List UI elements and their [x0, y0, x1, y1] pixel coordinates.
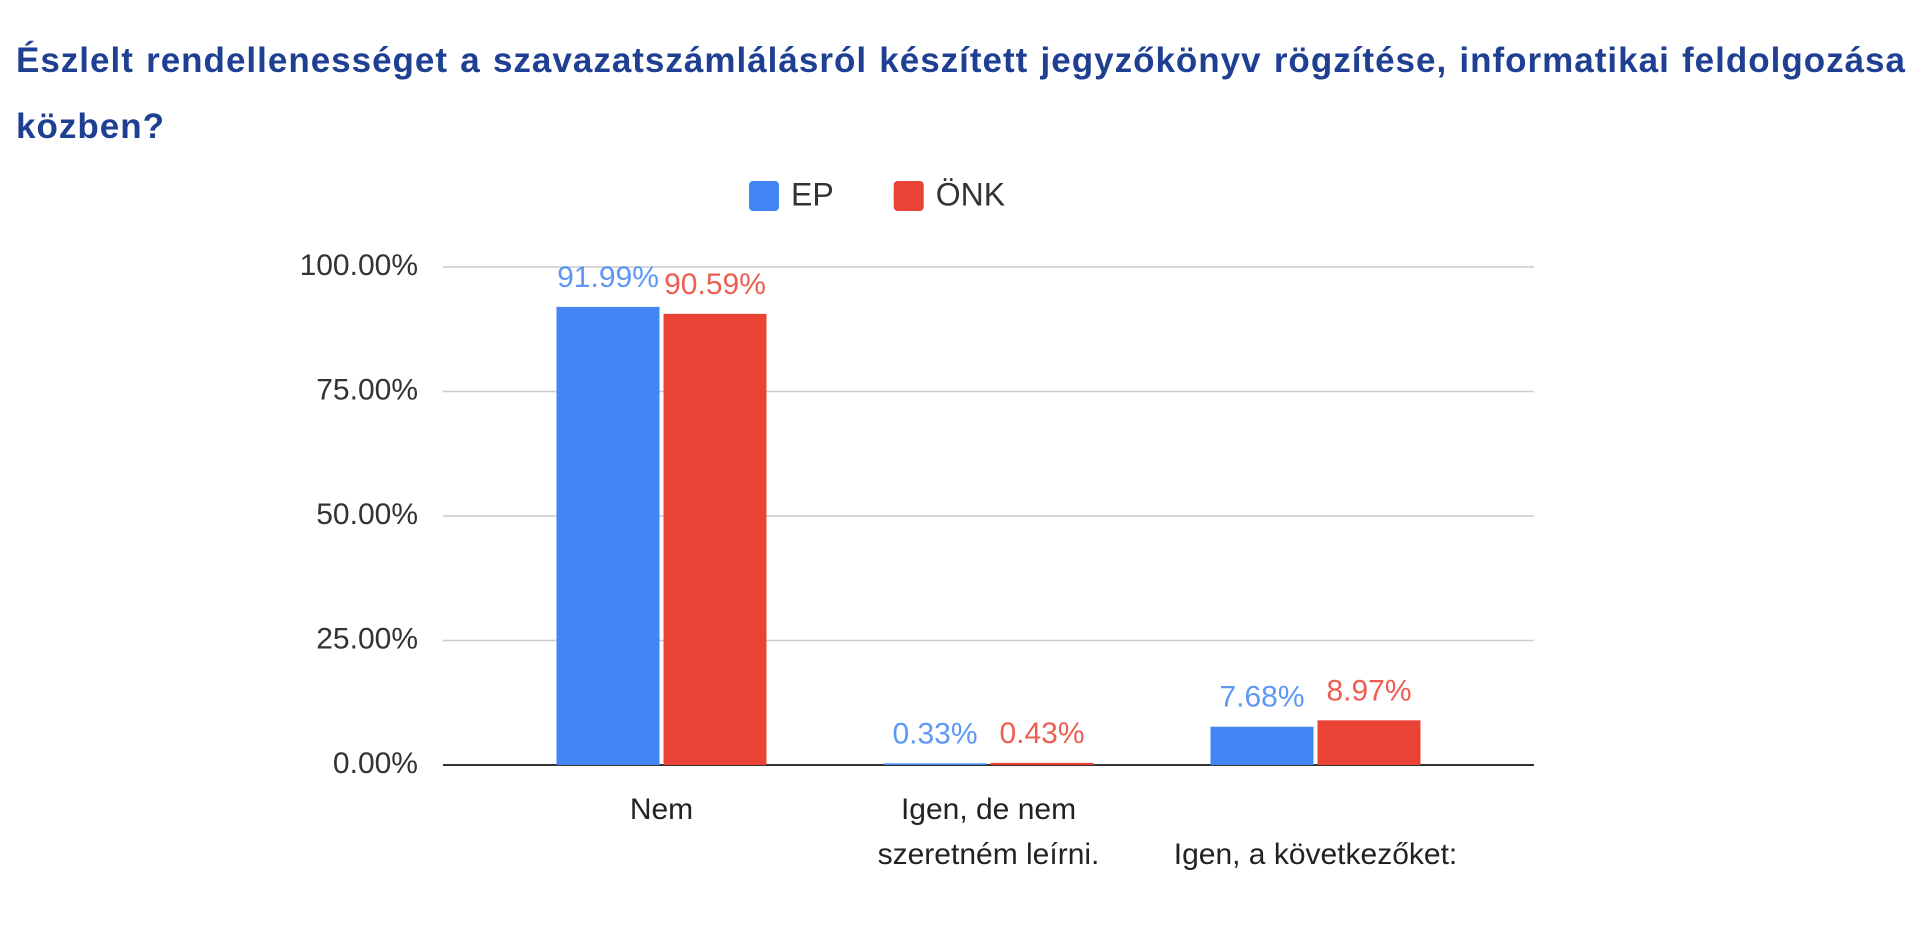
y-tick-label: 75.00%: [316, 373, 418, 406]
legend-swatch: [893, 181, 924, 211]
x-tick-label: Igen, a következőket:: [1173, 838, 1458, 871]
bar: [556, 306, 660, 765]
y-tick-label: 50.00%: [316, 498, 418, 531]
value-label: 8.97%: [1326, 674, 1411, 707]
x-tick-label: Nem: [629, 793, 694, 826]
value-label: 0.43%: [999, 717, 1084, 750]
bar: [883, 763, 987, 765]
y-tick-label: 25.00%: [316, 622, 418, 655]
legend-label: EP: [791, 176, 834, 212]
legend-swatch: [749, 181, 779, 211]
bar: [663, 313, 767, 765]
value-label: 0.33%: [892, 717, 977, 750]
y-tick-label: 100.00%: [300, 249, 418, 282]
y-tick-label: 0.00%: [333, 747, 418, 780]
value-label: 7.68%: [1219, 681, 1304, 714]
chart-title: Észlelt rendellenességet a szavazatszáml…: [16, 41, 1906, 146]
bar: [1210, 726, 1314, 765]
value-label: 90.59%: [664, 268, 766, 301]
bar: [990, 762, 1094, 765]
x-tick-label: Igen, de nem szeretném leírni.: [877, 793, 1100, 871]
bar: [1317, 720, 1421, 765]
legend-label: ÖNK: [936, 176, 1005, 212]
value-label: 91.99%: [557, 261, 659, 294]
